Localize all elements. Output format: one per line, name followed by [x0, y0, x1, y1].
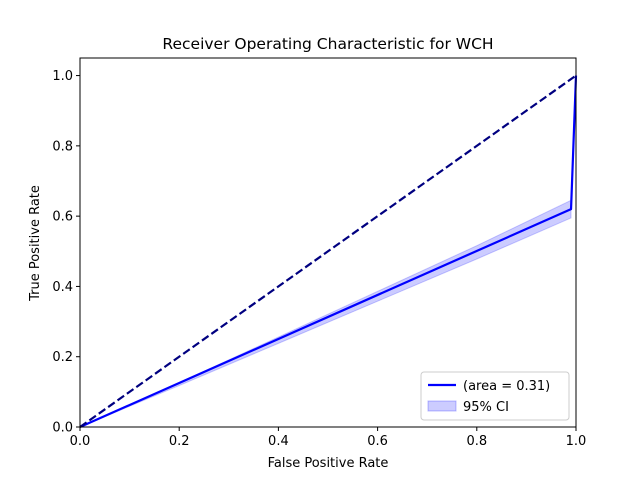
legend: (area = 0.31) 95% CI	[420, 371, 570, 421]
x-tick-label: 0.4	[268, 434, 289, 449]
chart-title: Receiver Operating Characteristic for WC…	[162, 35, 493, 53]
roc-curve-line	[79, 75, 578, 429]
axes: 0.0 0.2 0.4 0.6 0.8 1.0 0.0 0.2 0.4 0.6 0.8 1.0	[52, 57, 587, 449]
plot-area	[79, 74, 578, 429]
y-tick-label: 0.4	[52, 280, 73, 295]
x-tick-label: 0.2	[169, 434, 190, 449]
legend-ci-swatch	[427, 400, 457, 412]
x-tick-label: 0.8	[466, 434, 487, 449]
x-tick-label: 1.0	[566, 434, 587, 449]
axes-frame	[79, 57, 577, 428]
legend-roc-label: (area = 0.31)	[463, 379, 550, 394]
chance-diagonal-line	[79, 74, 577, 428]
y-tick-label: 1.0	[52, 69, 73, 84]
legend-ci-label: 95% CI	[463, 400, 509, 415]
y-tick-label: 0.8	[52, 139, 73, 154]
y-tick-label: 0.2	[52, 350, 73, 365]
legend-box	[420, 371, 570, 421]
y-tick-label: 0.0	[52, 421, 73, 436]
y-tick-label: 0.6	[52, 210, 73, 225]
x-axis-label: False Positive Rate	[268, 456, 389, 471]
x-tick-label: 0.6	[367, 434, 388, 449]
y-axis-label: True Positive Rate	[28, 185, 43, 302]
x-tick-label: 0.0	[70, 434, 91, 449]
